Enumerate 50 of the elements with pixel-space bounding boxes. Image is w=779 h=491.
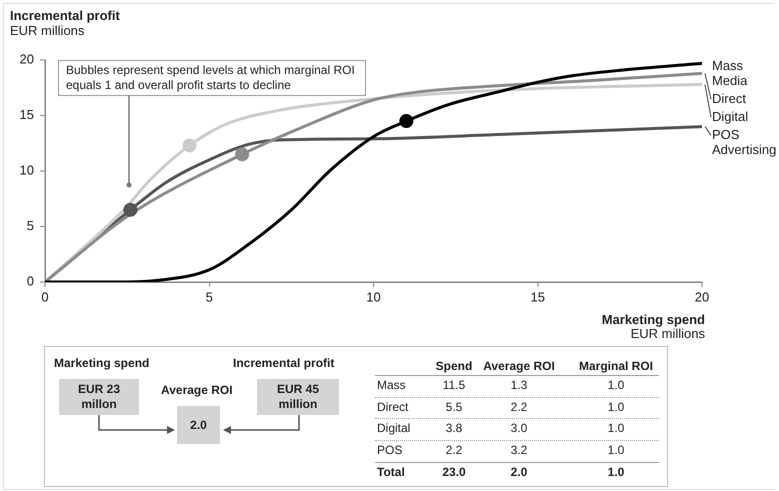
text: Marketing spend <box>54 356 150 370</box>
y-tick-label: 20 <box>20 52 34 67</box>
data-label: 1.0 <box>606 465 626 479</box>
data-label: 2.0 <box>510 465 528 479</box>
text: Average ROI <box>161 383 233 397</box>
data-label: 23.0 <box>441 465 467 479</box>
text: Spend <box>434 359 474 373</box>
category-label: Mass <box>377 378 406 392</box>
data-label: 11.5 <box>442 378 466 392</box>
x-axis-title: Marketing spend EUR millions <box>602 312 705 341</box>
y-tick-label: 0 <box>26 274 34 289</box>
y-tick-label: 5 <box>26 218 34 234</box>
text: Average ROI <box>482 359 556 373</box>
x-tick-label: 20 <box>694 289 710 304</box>
category-label: Direct <box>377 400 408 414</box>
data-label: 1.0 <box>606 378 626 392</box>
series-label: Mass Media <box>712 58 748 88</box>
data-label: 1.0 <box>606 400 626 414</box>
data-label: 3.2 <box>510 443 528 457</box>
y-tick-label: 10 <box>20 162 34 178</box>
category-label: POS <box>377 443 402 457</box>
point <box>235 147 250 162</box>
category-label: Total <box>377 465 405 479</box>
data-label: 1.0 <box>606 443 626 457</box>
x-tick-label: 0 <box>41 289 49 304</box>
point <box>182 138 197 152</box>
data-label: 2.2 <box>444 443 464 457</box>
data-label: 1.3 <box>510 378 528 392</box>
x-tick-label: 5 <box>206 289 213 304</box>
y-axis-title: Incremental profit EUR millions <box>10 8 120 38</box>
y-tick-label: 15 <box>20 107 34 122</box>
data-label: 5.5 <box>444 400 464 414</box>
x-tick-label: 15 <box>530 289 545 304</box>
x-tick-label: 10 <box>366 289 381 304</box>
data-label: 2.2 <box>510 400 528 414</box>
data-label: 1.0 <box>606 421 626 435</box>
text: Marginal ROI <box>578 359 654 373</box>
text: 2.0 <box>177 406 220 444</box>
data-label: 3.0 <box>510 421 528 435</box>
point <box>123 202 138 217</box>
text: Digital <box>712 108 748 124</box>
series-label: Direct <box>712 90 746 106</box>
text: EUR 45 million <box>257 379 339 415</box>
category-label: Digital <box>377 421 410 435</box>
annotation: Bubbles represent spend levels at which marginal ROI equals 1 and overall profit starts to decline <box>58 60 366 96</box>
point <box>399 114 414 128</box>
data-label: 3.8 <box>444 421 464 435</box>
text: EUR 23 millon <box>59 379 139 415</box>
text: Incremental profit <box>233 356 334 370</box>
series-label: POS Advertising <box>712 126 776 157</box>
